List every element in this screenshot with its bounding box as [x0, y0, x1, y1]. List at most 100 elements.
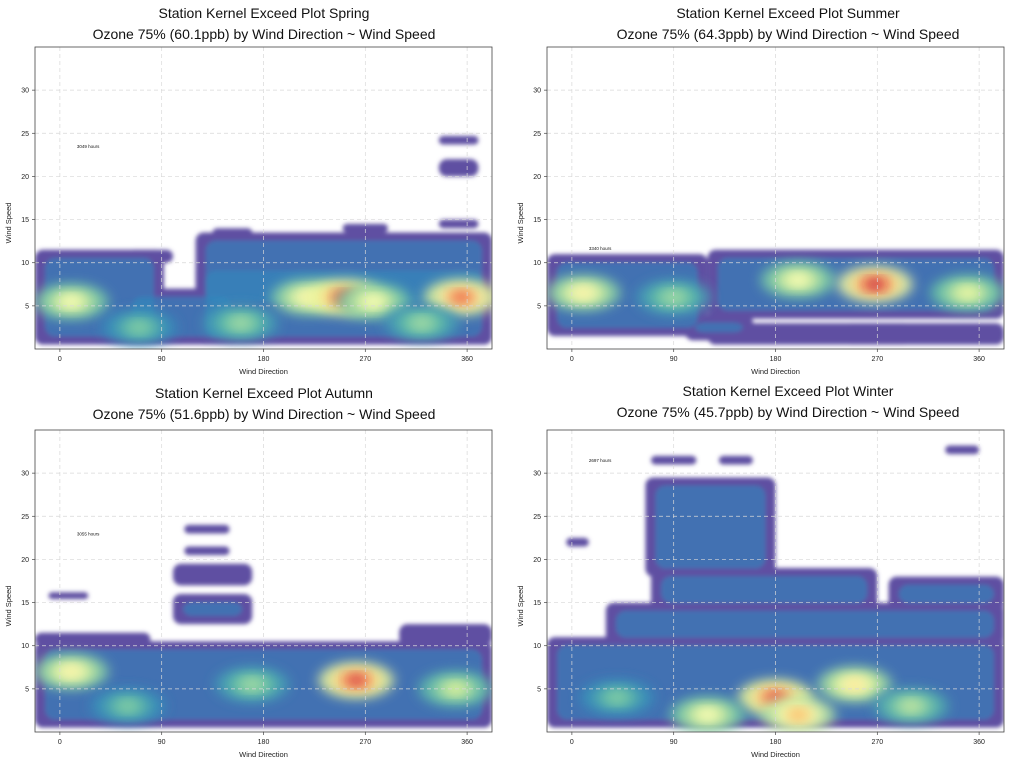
panel-3: 0 90 180 270 360 5 10 15 20 25 30 Wind Direction Win… — [516, 383, 1005, 759]
y-tick-label: 25 — [533, 514, 541, 521]
grid-lines — [35, 47, 492, 349]
y-tick-label: 20 — [21, 174, 29, 181]
x-tick-label: 0 — [570, 739, 574, 746]
hotspot — [231, 318, 250, 329]
y-tick-label: 10 — [21, 643, 29, 650]
panel-1: 0 90 180 270 360 5 10 15 20 25 30 Wind Direction Win… — [516, 5, 1005, 376]
x-tick-label: 180 — [258, 739, 270, 746]
x-tick-label: 90 — [158, 739, 166, 746]
density-region — [184, 546, 230, 556]
chart-title: Station Kernel Exceed Plot Autumn — [155, 385, 373, 401]
y-tick-label: 10 — [533, 260, 541, 267]
y-tick-label: 15 — [533, 600, 541, 607]
hours-annotation: 3049 hours — [77, 144, 100, 149]
density-region-inner — [655, 485, 766, 569]
grid-lines — [35, 430, 492, 732]
density-region — [843, 323, 912, 345]
density-region — [48, 592, 89, 600]
x-tick-label: 360 — [461, 739, 473, 746]
y-tick-label: 15 — [21, 217, 29, 224]
density-region — [438, 159, 479, 177]
y-tick-label: 30 — [533, 471, 541, 478]
x-axis-label: Wind Direction — [751, 367, 800, 376]
grid-lines — [547, 47, 1004, 349]
y-tick-label: 20 — [533, 557, 541, 564]
plot-area — [35, 135, 492, 346]
density-region-inner — [695, 322, 743, 333]
x-tick-label: 0 — [570, 356, 574, 363]
hours-annotation: 3340 hours — [589, 246, 612, 251]
plot-area — [547, 249, 1004, 345]
x-tick-label: 360 — [973, 739, 985, 746]
grid-lines — [547, 430, 1004, 732]
y-axis-label: Wind Speed — [4, 203, 13, 244]
hotspot — [845, 679, 864, 690]
y-tick-label: 20 — [21, 557, 29, 564]
density-region — [566, 537, 589, 547]
hotspot — [664, 292, 683, 303]
x-tick-label: 180 — [770, 356, 782, 363]
hotspot — [412, 318, 431, 329]
y-tick-label: 30 — [21, 88, 29, 95]
y-tick-label: 15 — [533, 217, 541, 224]
hotspot — [62, 666, 81, 677]
density-region-inner — [661, 576, 868, 604]
hotspot — [364, 296, 383, 307]
x-tick-label: 90 — [670, 739, 678, 746]
x-tick-label: 360 — [461, 356, 473, 363]
y-tick-label: 30 — [533, 88, 541, 95]
x-axis-label: Wind Direction — [239, 750, 288, 759]
y-tick-label: 10 — [21, 260, 29, 267]
hotspot — [608, 692, 627, 703]
x-tick-label: 90 — [158, 356, 166, 363]
y-tick-label: 25 — [21, 514, 29, 521]
y-tick-label: 15 — [21, 600, 29, 607]
y-tick-label: 5 — [537, 686, 541, 693]
hotspot — [452, 292, 471, 303]
x-tick-label: 90 — [670, 356, 678, 363]
y-tick-label: 10 — [533, 643, 541, 650]
chart-title: Station Kernel Exceed Plot Summer — [676, 5, 900, 21]
x-tick-label: 180 — [258, 356, 270, 363]
hotspot — [789, 274, 808, 285]
y-tick-label: 25 — [21, 131, 29, 138]
density-region — [342, 223, 388, 233]
chart-subtitle: Ozone 75% (60.1ppb) by Wind Direction ~ … — [93, 26, 436, 42]
panel-0: 0 90 180 270 360 5 10 15 20 25 30 Wind Direction Win… — [4, 5, 493, 376]
y-tick-label: 20 — [533, 174, 541, 181]
chart-title: Station Kernel Exceed Plot Spring — [159, 5, 370, 21]
hotspot — [958, 287, 977, 298]
hotspot — [698, 709, 717, 720]
density-region — [399, 624, 492, 646]
density-region — [438, 219, 479, 229]
density-region — [438, 135, 479, 145]
chart-subtitle: Ozone 75% (45.7ppb) by Wind Direction ~ … — [617, 404, 960, 420]
y-tick-label: 5 — [537, 303, 541, 310]
plot-area — [35, 524, 492, 728]
x-tick-label: 180 — [770, 739, 782, 746]
hours-annotation: 2697 hours — [589, 458, 612, 463]
hotspot — [118, 701, 137, 712]
density-region — [35, 632, 151, 646]
hotspot — [243, 679, 262, 690]
chart-subtitle: Ozone 75% (64.3ppb) by Wind Direction ~ … — [617, 26, 960, 42]
hotspot — [789, 709, 808, 720]
hotspot-layer — [35, 653, 492, 725]
panel-2: 0 90 180 270 360 5 10 15 20 25 30 Wind Direction Win… — [4, 385, 493, 759]
x-tick-label: 360 — [973, 356, 985, 363]
y-axis-label: Wind Speed — [516, 203, 525, 244]
hotspot — [130, 322, 149, 333]
density-region — [173, 563, 253, 586]
x-axis-label: Wind Direction — [751, 750, 800, 759]
y-axis-label: Wind Speed — [4, 586, 13, 627]
hotspot — [866, 279, 885, 290]
density-region — [184, 524, 230, 534]
x-tick-label: 270 — [359, 356, 371, 363]
y-tick-label: 30 — [21, 471, 29, 478]
density-region-inner — [183, 601, 243, 617]
hotspot — [902, 701, 921, 712]
x-axis-label: Wind Direction — [239, 367, 288, 376]
density-region-inner — [205, 240, 482, 303]
